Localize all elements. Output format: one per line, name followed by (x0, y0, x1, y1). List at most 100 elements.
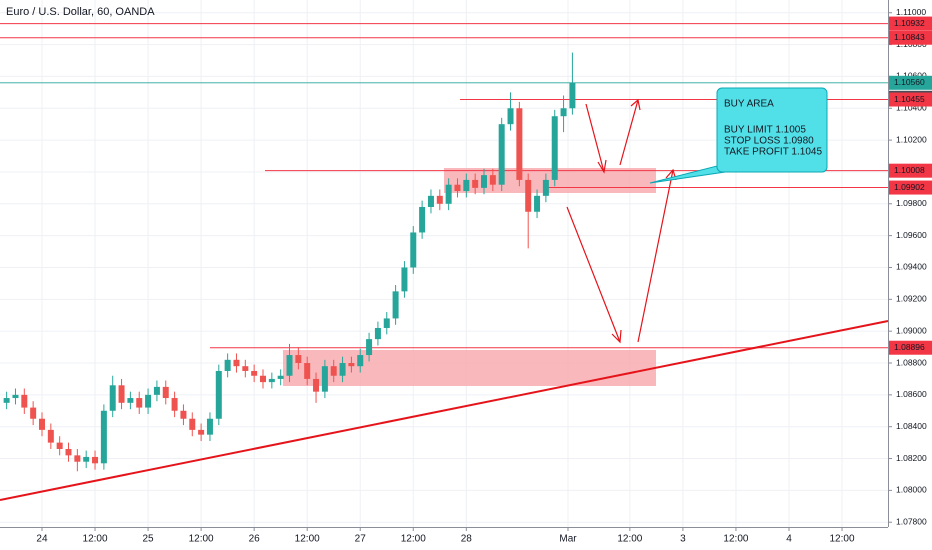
y-tick-label: 1.07800 (896, 516, 927, 526)
lower-zone (283, 350, 656, 386)
candle-body (145, 394, 152, 408)
x-tick-label: 12:00 (723, 534, 748, 545)
arrow (637, 169, 674, 343)
y-tick-label: 1.08600 (896, 389, 927, 399)
candle-body (383, 318, 390, 328)
candle-body (92, 456, 99, 464)
candle-body (56, 442, 63, 449)
candle-body (348, 363, 355, 367)
x-tick-label: 12:00 (295, 534, 320, 545)
candle-body (295, 355, 302, 364)
candle-body (3, 398, 10, 403)
y-tick-label: 1.09400 (896, 262, 927, 272)
y-tick-label: 1.08200 (896, 453, 927, 463)
candle-body (286, 355, 293, 376)
x-tick-label: 24 (36, 534, 48, 545)
candle-body (304, 363, 311, 379)
level-label-bg (889, 16, 932, 31)
x-tick-label: 12:00 (83, 534, 108, 545)
level-label-bg (889, 92, 932, 107)
candle-body (83, 456, 90, 462)
y-tick-label: 1.09800 (896, 198, 927, 208)
candle-body (215, 370, 222, 419)
candles (3, 52, 576, 472)
candle-body (560, 108, 567, 117)
arrow (619, 99, 639, 166)
callout-line: STOP LOSS 1.0980 (724, 136, 814, 147)
level-label: 1.08896 (894, 342, 925, 352)
candle-body (233, 359, 240, 367)
candle-body (419, 206, 426, 233)
candle-body (224, 359, 231, 371)
levels (0, 23, 888, 349)
candle-body (313, 378, 320, 392)
axes: 1.07800 1.08000 1.08200 1.08400 1.08600 1.088… (36, 7, 932, 545)
candle-body (445, 184, 452, 204)
candle-body (534, 195, 541, 212)
candle-body (171, 398, 178, 411)
candle-body (30, 407, 37, 419)
candle-body (410, 232, 417, 268)
arrow-head (630, 98, 641, 111)
candle-body (12, 394, 19, 399)
callout (716, 87, 828, 173)
candle-body (136, 398, 143, 408)
level-label-bg (889, 30, 932, 45)
level-label-bg (889, 340, 932, 355)
chart-title: Euro / U.S. Dollar, 60, OANDA (6, 6, 155, 18)
candle-body (339, 363, 346, 376)
candle-body (162, 386, 169, 399)
candle-body (206, 418, 213, 435)
x-tick-label: 27 (355, 534, 367, 545)
candle-body (65, 448, 72, 456)
candle-body (507, 108, 514, 125)
candle-body (100, 410, 107, 464)
candle-body (268, 378, 275, 383)
candle-body (525, 179, 532, 212)
x-tick-label: 25 (143, 534, 155, 545)
y-tick-label: 1.08000 (896, 485, 927, 495)
callout-line: TAKE PROFIT 1.1045 (724, 147, 822, 158)
candle-body (392, 291, 399, 319)
y-tick-label: 1.09000 (896, 325, 927, 335)
candle-body (251, 370, 258, 376)
trend-line (0, 320, 889, 501)
candle-body (436, 195, 443, 204)
y-tick-label: 1.10400 (896, 103, 927, 113)
candle-body (198, 429, 205, 435)
x-tick-label: Mar (559, 534, 577, 545)
candle-body (330, 366, 337, 376)
level-label: 1.10455 (894, 94, 925, 104)
x-tick-label: 12:00 (830, 534, 855, 545)
candle-body (153, 386, 160, 395)
y-tick-label: 1.08800 (896, 357, 927, 367)
candle-body (454, 184, 461, 192)
candle-body (127, 398, 134, 403)
current-price-label-bg (889, 75, 932, 90)
candle-body (481, 175, 488, 188)
candle-body (277, 375, 284, 379)
candle-body (74, 455, 81, 462)
y-tick-label: 1.10200 (896, 134, 927, 144)
x-tick-label: 12:00 (189, 534, 214, 545)
candle-body (374, 327, 381, 340)
y-tick-label: 1.10600 (896, 71, 927, 81)
x-tick-label: 28 (461, 534, 473, 545)
y-tick-label: 1.11000 (896, 7, 926, 17)
candle-body (542, 179, 549, 196)
candle-body (516, 108, 523, 180)
candle-body (21, 394, 28, 408)
x-tick-label: 12:00 (617, 534, 642, 545)
y-tick-label: 1.08400 (896, 421, 927, 431)
level-label-bg (889, 163, 932, 178)
candle-body (366, 339, 373, 356)
candle-body (463, 179, 470, 192)
candle-body (47, 429, 54, 443)
arrow-head (597, 159, 607, 174)
x-tick-label: 4 (786, 534, 792, 545)
candle-body (357, 355, 364, 367)
candle-body (38, 418, 45, 430)
y-tick-label: 1.09200 (896, 294, 927, 304)
candle-body (109, 385, 116, 411)
